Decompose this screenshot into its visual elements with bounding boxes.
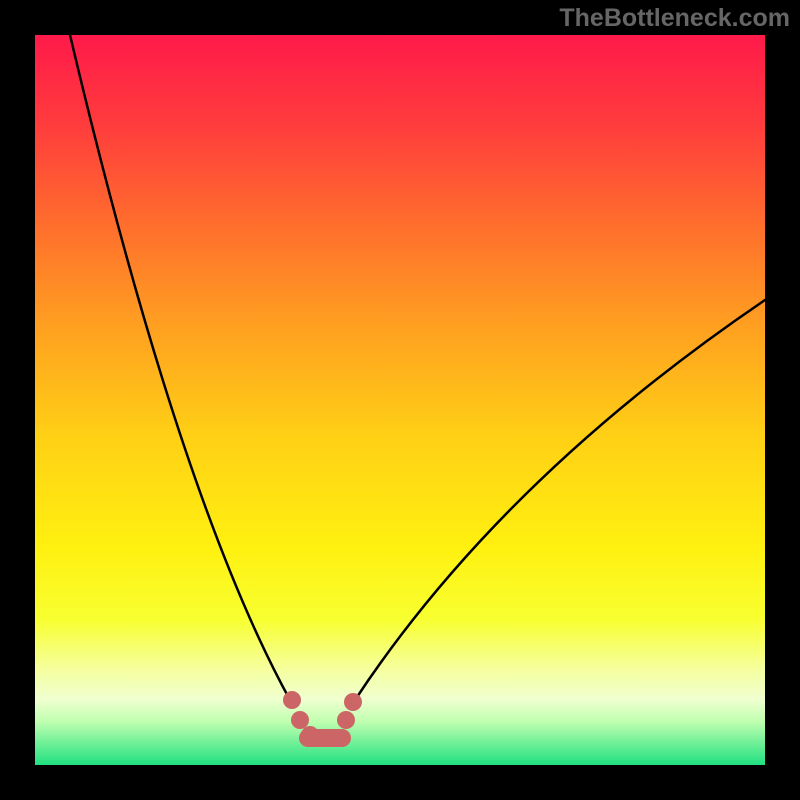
marker-dot <box>283 691 301 709</box>
bottleneck-chart <box>0 0 800 800</box>
chart-container: TheBottleneck.com <box>0 0 800 800</box>
marker-dot <box>337 711 355 729</box>
plot-gradient-background <box>35 35 765 765</box>
watermark-text: TheBottleneck.com <box>559 4 790 33</box>
marker-dot <box>344 693 362 711</box>
marker-dot <box>301 726 319 744</box>
marker-dot <box>291 711 309 729</box>
